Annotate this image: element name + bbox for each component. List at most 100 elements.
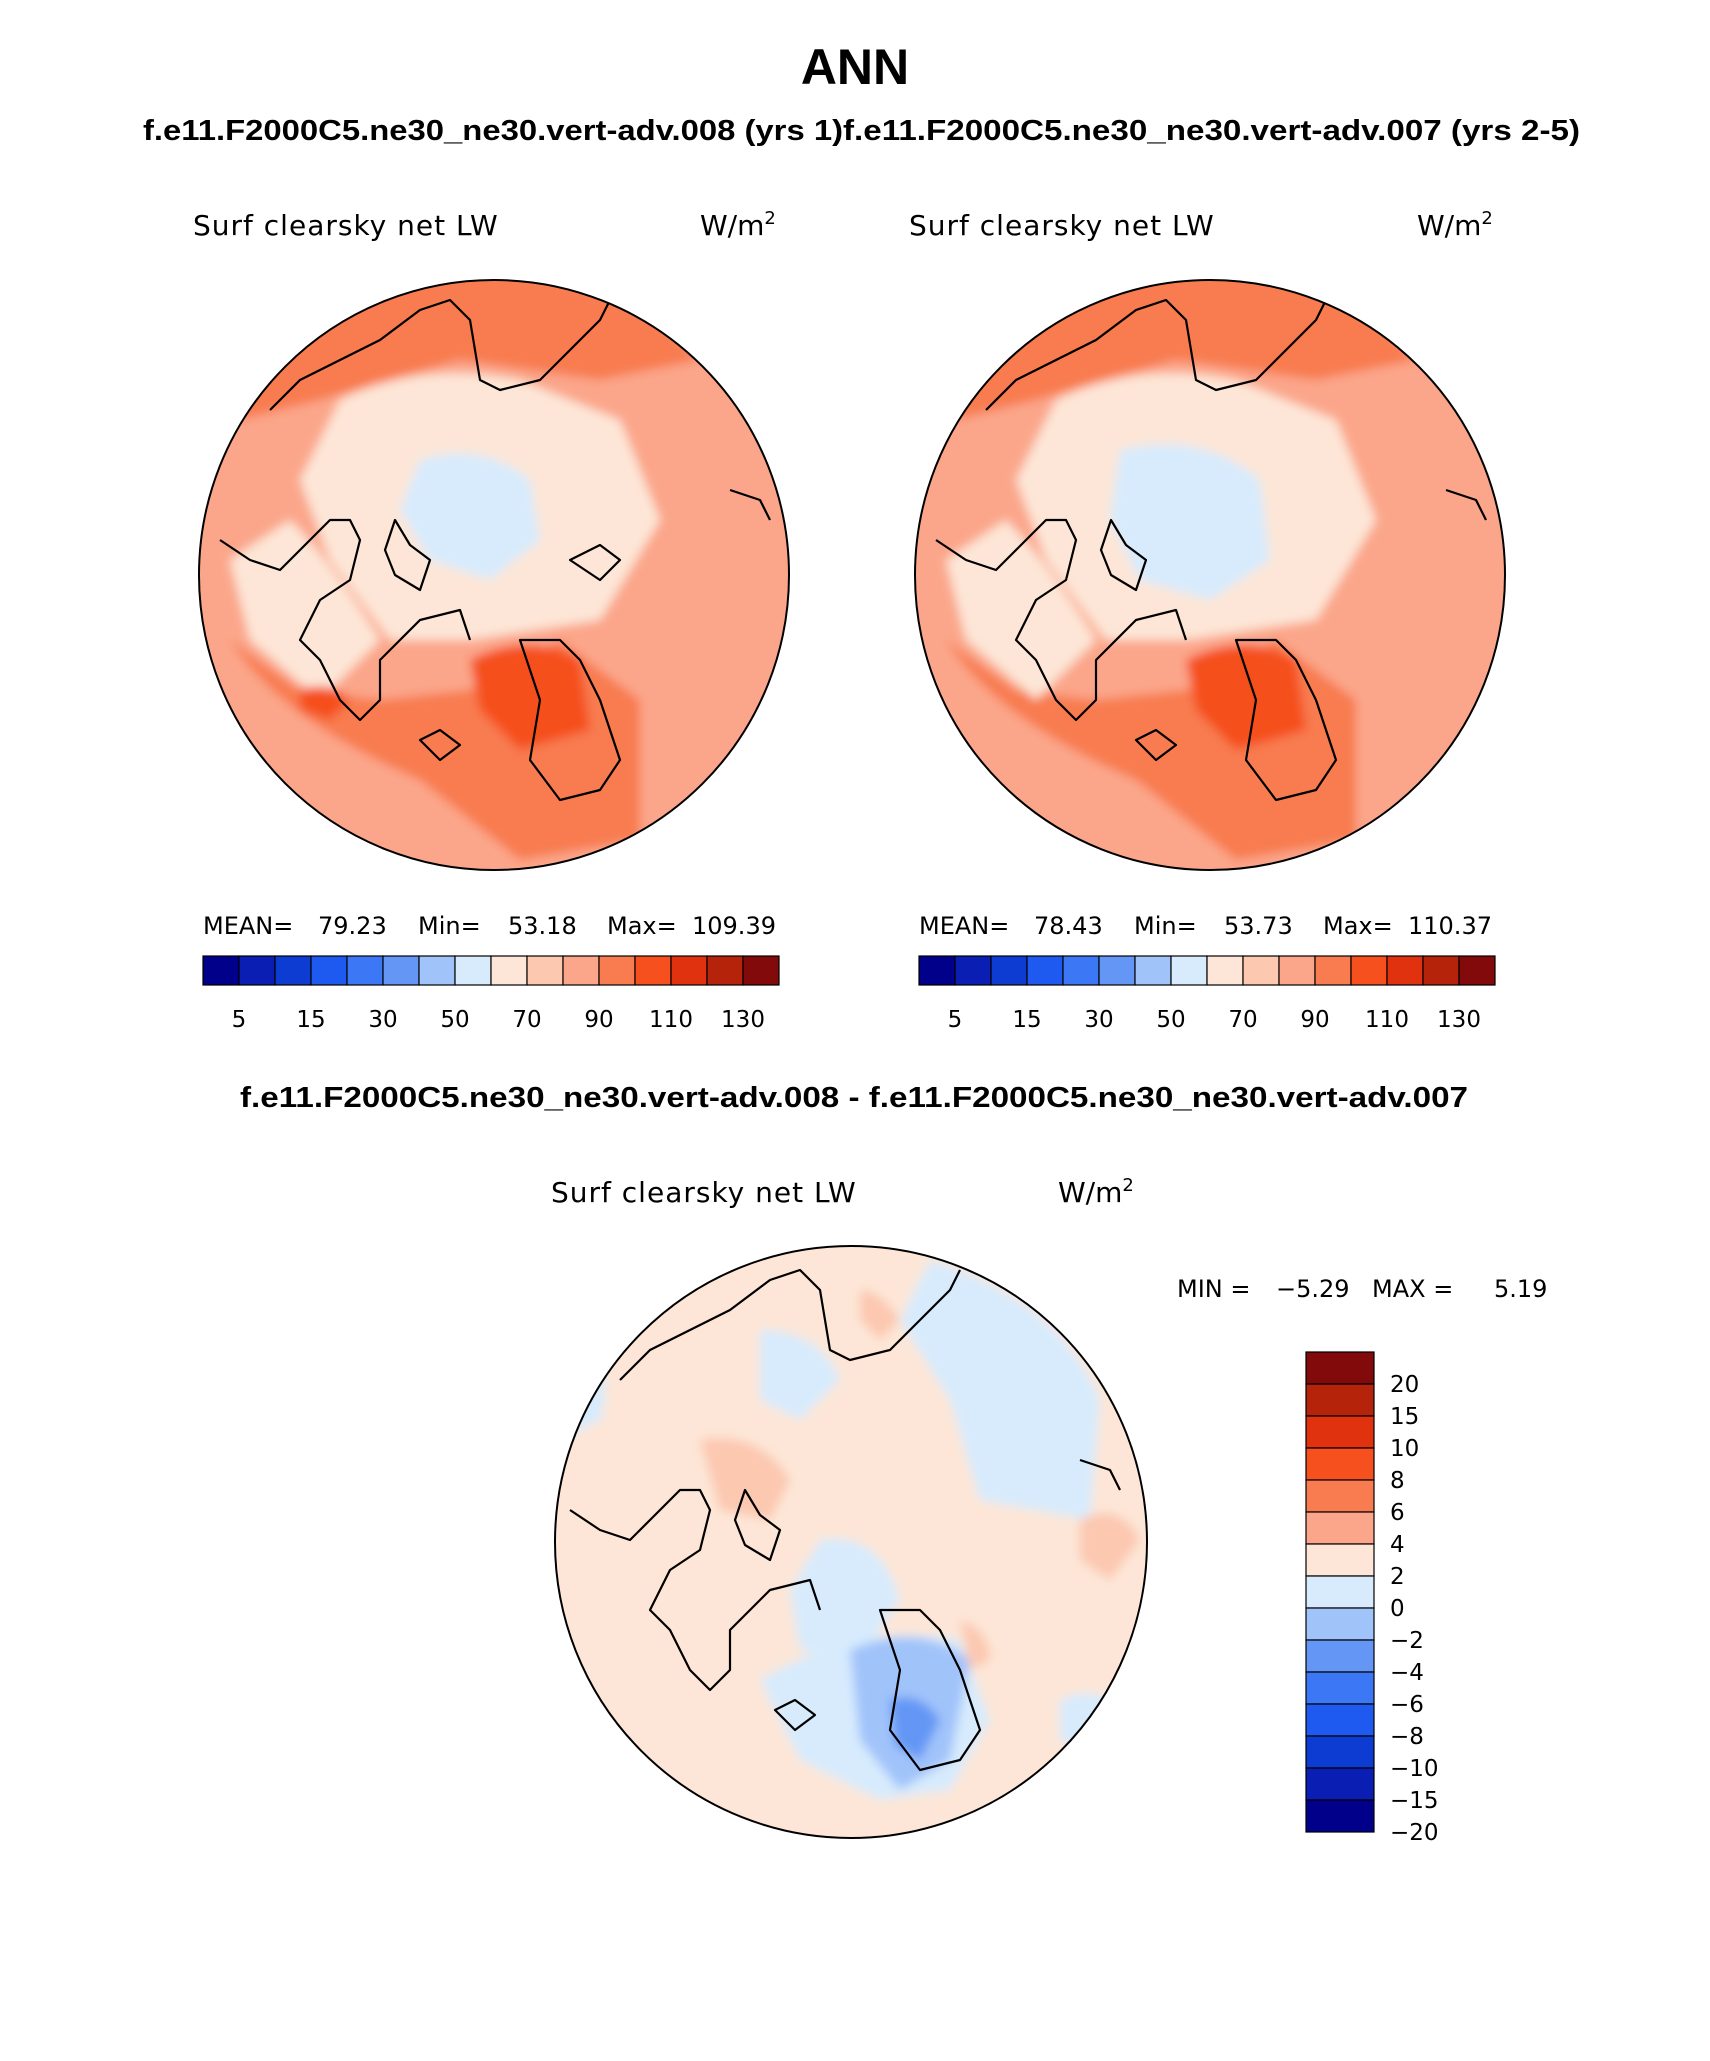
colorbar-right-swatch [1278, 955, 1316, 986]
diff-min-max: MIN = −5.29 MAX = 5.19 [1177, 1275, 1547, 1303]
diff-units-exponent: 2 [1122, 1175, 1133, 1196]
colorbar-right-tick-label: 15 [1012, 1007, 1041, 1033]
colorbar-right-swatch [918, 955, 956, 986]
panel1-min-label: Min= [418, 912, 481, 940]
colorbar-difference-swatch [1305, 1447, 1375, 1481]
subtitle-right: f.e11.F2000C5.ne30_ne30.vert-adv.007 (yr… [843, 115, 1580, 147]
colorbar-right-swatch [954, 955, 992, 986]
panel2-mean-label: MEAN= [919, 912, 1009, 940]
polar-map-right [914, 279, 1506, 871]
panel2-units: W/m2 [1417, 208, 1493, 242]
colorbar-difference-tick-label: −2 [1390, 1628, 1424, 1654]
colorbar-difference-tick-label: 10 [1390, 1436, 1419, 1462]
colorbar-left-swatch [598, 955, 636, 986]
colorbar-difference-tick-label: −20 [1390, 1820, 1439, 1846]
colorbar-left-swatch [202, 955, 240, 986]
diff-units-base: W/m [1058, 1176, 1122, 1209]
difference-title: f.e11.F2000C5.ne30_ne30.vert-adv.008 - f… [240, 1082, 1468, 1114]
colorbar-difference-swatch [1305, 1639, 1375, 1673]
colorbar-difference-swatch [1305, 1703, 1375, 1737]
colorbar-left-swatch [526, 955, 564, 986]
panel1-mean-value: 79.23 [318, 912, 387, 940]
colorbar-left-tick-label: 130 [721, 1007, 765, 1033]
colorbar-right-tick-label: 70 [1228, 1007, 1257, 1033]
colorbar-difference-swatch [1305, 1735, 1375, 1769]
colorbar-difference-tick-label: −10 [1390, 1756, 1439, 1782]
diff-min-value: −5.29 [1276, 1275, 1350, 1303]
colorbar-left-swatch [346, 955, 384, 986]
colorbar-left-tick-label: 15 [296, 1007, 325, 1033]
panel2-min-label: Min= [1134, 912, 1197, 940]
colorbar-right-swatch [1134, 955, 1172, 986]
panel2-stats: MEAN= 78.43 Min= 53.73 Max= 110.37 [919, 912, 1492, 940]
colorbar-right-swatch [1062, 955, 1100, 986]
colorbar-left-swatch [382, 955, 420, 986]
colorbar-difference-swatch [1305, 1383, 1375, 1417]
colorbar-right-swatch [1242, 955, 1280, 986]
colorbar-difference-tick-label: −15 [1390, 1788, 1439, 1814]
colorbar-left-swatch [274, 955, 312, 986]
colorbar-difference-swatch [1305, 1415, 1375, 1449]
colorbar-left-swatch [634, 955, 672, 986]
colorbar-right-tick-label: 110 [1365, 1007, 1409, 1033]
colorbar-difference-swatch [1305, 1767, 1375, 1801]
colorbar-right-swatch [1422, 955, 1460, 986]
colorbar-left-tick-label: 90 [584, 1007, 613, 1033]
panel1-mean-label: MEAN= [203, 912, 293, 940]
colorbar-difference-swatch [1305, 1351, 1375, 1385]
colorbar-right-swatch [1026, 955, 1064, 986]
colorbar-right-tick-label: 130 [1437, 1007, 1481, 1033]
panel2-max-label: Max= [1323, 912, 1393, 940]
panel1-units: W/m2 [700, 208, 776, 242]
colorbar-difference-tick-label: 8 [1390, 1468, 1405, 1494]
panel2-units-exponent: 2 [1481, 208, 1492, 229]
colorbar-difference-swatch [1305, 1543, 1375, 1577]
colorbar-left-swatch [742, 955, 780, 986]
colorbar-left-tick-label: 70 [512, 1007, 541, 1033]
panel1-variable: Surf clearsky net LW [193, 209, 499, 242]
diff-min-label: MIN = [1177, 1275, 1250, 1303]
colorbar-left-tick-label: 50 [440, 1007, 469, 1033]
colorbar-difference-swatch [1305, 1671, 1375, 1705]
colorbar-right: 5 15 30 50 70 90 110 130 [918, 955, 1496, 1033]
colorbar-difference-tick-label: 20 [1390, 1372, 1419, 1398]
colorbar-right-tick-label: 5 [948, 1007, 963, 1033]
colorbar-difference-tick-label: 6 [1390, 1500, 1405, 1526]
colorbar-difference-tick-label: 15 [1390, 1404, 1419, 1430]
colorbar-left-tick-label: 30 [368, 1007, 397, 1033]
colorbar-difference-tick-label: −8 [1390, 1724, 1424, 1750]
panel2-variable: Surf clearsky net LW [909, 209, 1215, 242]
diff-variable: Surf clearsky net LW [551, 1176, 857, 1209]
colorbar-left-tick-label: 110 [649, 1007, 693, 1033]
subtitle-left: f.e11.F2000C5.ne30_ne30.vert-adv.008 (yr… [143, 115, 843, 147]
diff-max-value: 5.19 [1494, 1275, 1547, 1303]
panel1-stats: MEAN= 79.23 Min= 53.18 Max= 109.39 [203, 912, 776, 940]
panel2-max-value: 110.37 [1408, 912, 1492, 940]
colorbar-right-swatch [1350, 955, 1388, 986]
panel1-units-base: W/m [700, 209, 764, 242]
colorbar-difference-swatch [1305, 1575, 1375, 1609]
colorbar-right-swatch [1098, 955, 1136, 986]
colorbar-difference-swatch [1305, 1799, 1375, 1833]
colorbar-difference-swatch [1305, 1479, 1375, 1513]
colorbar-right-tick-label: 90 [1300, 1007, 1329, 1033]
colorbar-right-swatch [990, 955, 1028, 986]
panel2-min-value: 53.73 [1224, 912, 1293, 940]
polar-map-left [198, 279, 790, 871]
panel1-units-exponent: 2 [764, 208, 775, 229]
colorbar-left-swatch [418, 955, 456, 986]
colorbar-difference-swatch [1305, 1511, 1375, 1545]
colorbar-left-tick-label: 5 [232, 1007, 247, 1033]
diff-units: W/m2 [1058, 1175, 1134, 1209]
colorbar-difference-tick-label: 0 [1390, 1596, 1405, 1622]
colorbar-difference-tick-label: 2 [1390, 1564, 1405, 1590]
colorbar-left: 5 15 30 50 70 90 110 130 [202, 955, 780, 1033]
colorbar-left-swatch [562, 955, 600, 986]
colorbar-right-swatch [1206, 955, 1244, 986]
colorbar-left-swatch [490, 955, 528, 986]
colorbar-right-swatch [1458, 955, 1496, 986]
diff-max-label: MAX = [1372, 1275, 1453, 1303]
colorbar-left-swatch [670, 955, 708, 986]
panel1-max-label: Max= [607, 912, 677, 940]
